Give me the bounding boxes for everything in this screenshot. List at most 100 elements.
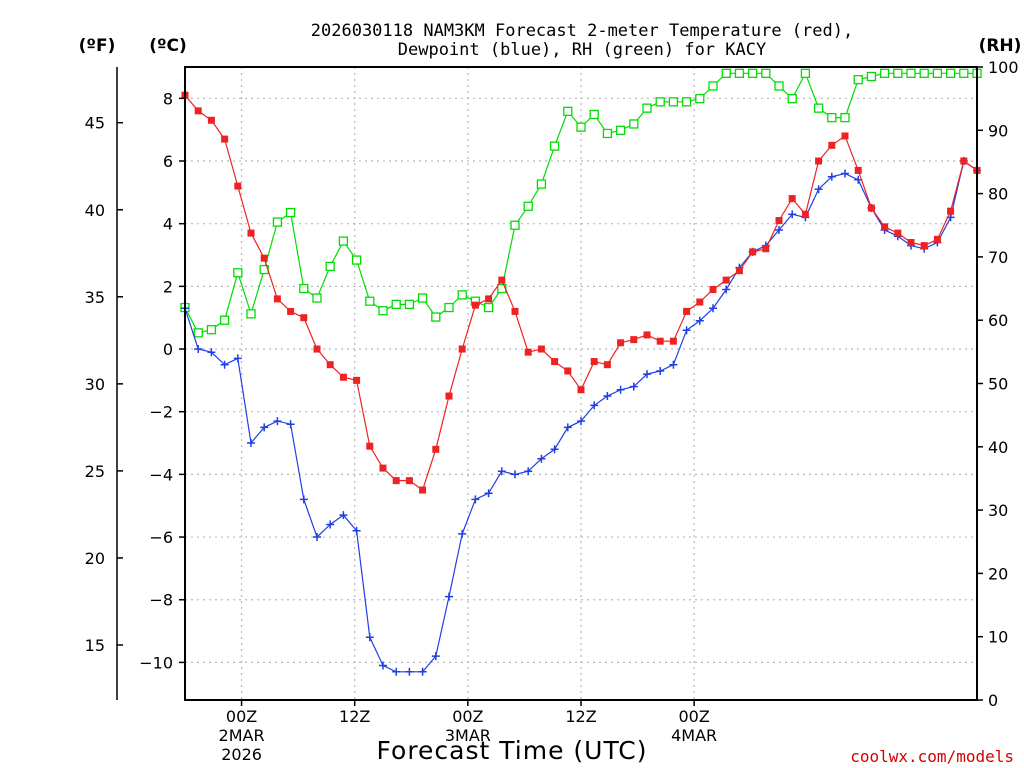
rh-point xyxy=(193,328,203,338)
celsius-tick-label: −2 xyxy=(149,403,173,422)
dewpoint-point xyxy=(814,185,823,194)
rh-point xyxy=(404,299,415,310)
temperature-point xyxy=(881,223,889,231)
dewpoint-point xyxy=(352,526,361,535)
rh-point xyxy=(246,309,256,319)
temperature-point xyxy=(630,336,638,344)
date-tick-label: 4MAR xyxy=(671,726,717,745)
temperature-point xyxy=(537,345,545,353)
temperature-point xyxy=(775,217,783,225)
rh-point xyxy=(365,296,375,306)
rh-tick-label: 100 xyxy=(988,58,1019,77)
temperature-point xyxy=(379,464,387,472)
fahrenheit-tick-label: 30 xyxy=(85,375,105,394)
temperature-point xyxy=(498,276,506,284)
rh-point xyxy=(695,94,705,104)
rh-point xyxy=(893,68,903,78)
rh-point xyxy=(945,68,956,78)
rh-point xyxy=(721,68,731,78)
temperature-point xyxy=(894,229,902,237)
rh-point xyxy=(681,97,692,107)
unit-celsius: (ºC) xyxy=(149,36,187,56)
dewpoint-point xyxy=(497,467,506,476)
rh-point xyxy=(536,179,547,189)
rh-point xyxy=(272,217,283,227)
rh-line xyxy=(184,71,977,334)
temperature-point xyxy=(960,157,968,165)
temperature-point xyxy=(313,345,321,353)
dewpoint-point xyxy=(458,529,467,538)
dewpoint-point xyxy=(299,495,308,504)
temperature-point xyxy=(590,358,598,366)
dewpoint-point xyxy=(405,667,414,676)
rh-tick-label: 80 xyxy=(988,185,1008,204)
dewpoint-point xyxy=(260,423,269,432)
celsius-tick-label: −4 xyxy=(149,465,173,484)
x-axis-label: Forecast Time (UTC) xyxy=(377,736,648,765)
dewpoint-point xyxy=(207,348,216,357)
temperature-point xyxy=(577,386,585,394)
time-tick-label: 00Z xyxy=(226,707,257,726)
rh-point xyxy=(827,112,837,123)
rh-point xyxy=(444,302,454,313)
rh-point xyxy=(325,261,335,272)
dewpoint-point xyxy=(709,304,717,313)
rh-point xyxy=(576,122,586,132)
dewpoint-point xyxy=(841,169,849,178)
rh-point xyxy=(906,68,916,78)
unit-rh: (RH) xyxy=(979,36,1022,56)
rh-point xyxy=(312,293,322,303)
rh-tick-label: 30 xyxy=(988,501,1008,520)
dewpoint-point xyxy=(339,511,348,520)
temperature-point xyxy=(207,116,215,124)
temperature-point xyxy=(471,301,479,309)
dewpoint-point xyxy=(656,367,665,375)
temperature-point xyxy=(458,345,466,353)
celsius-tick-label: −6 xyxy=(149,528,173,547)
dewpoint-point xyxy=(379,661,387,670)
rh-point xyxy=(800,68,811,78)
fahrenheit-tick-label: 20 xyxy=(85,549,105,568)
temperature-point xyxy=(696,298,704,306)
temperature-point xyxy=(339,373,347,381)
dewpoint-point xyxy=(286,420,295,429)
temperature-point xyxy=(735,267,743,275)
dewpoint-point xyxy=(669,360,678,369)
unit-fahrenheit: (ºF) xyxy=(79,36,116,56)
dewpoint-point xyxy=(682,326,691,335)
dewpoint-point xyxy=(392,667,401,676)
rh-point xyxy=(523,201,533,211)
chart-title-line1: 2026030118 NAM3KM Forecast 2-meter Tempe… xyxy=(311,21,853,41)
dewpoint-point xyxy=(537,454,546,463)
temperature-point xyxy=(933,235,941,243)
temperature-point xyxy=(867,204,875,212)
credit-text: coolwx.com/models xyxy=(850,747,1014,766)
rh-point xyxy=(378,306,388,316)
temperature-point xyxy=(405,477,413,485)
dewpoint-point xyxy=(431,652,440,661)
rh-tick-label: 0 xyxy=(988,691,998,710)
dewpoint-point xyxy=(247,439,255,447)
rh-point xyxy=(853,75,863,85)
dewpoint-point xyxy=(616,385,625,394)
celsius-tick-label: 4 xyxy=(163,215,173,234)
temperature-point xyxy=(221,135,229,143)
rh-tick-label: 20 xyxy=(988,564,1008,583)
celsius-tick-label: −10 xyxy=(139,653,173,672)
rh-point xyxy=(417,293,428,303)
rh-point xyxy=(549,141,560,151)
dewpoint-point xyxy=(194,345,203,353)
temperature-point xyxy=(432,445,440,453)
dewpoint-point xyxy=(326,520,335,529)
year-tick-label: 2026 xyxy=(221,745,262,764)
time-tick-label: 00Z xyxy=(678,707,709,726)
rh-point xyxy=(813,103,824,113)
rh-point xyxy=(206,325,217,335)
temperature-point xyxy=(722,276,730,284)
temperature-point xyxy=(300,314,308,322)
temperature-point xyxy=(683,307,691,315)
date-tick-label: 2MAR xyxy=(219,726,265,745)
dewpoint-point xyxy=(722,285,731,294)
rh-point xyxy=(919,68,929,78)
